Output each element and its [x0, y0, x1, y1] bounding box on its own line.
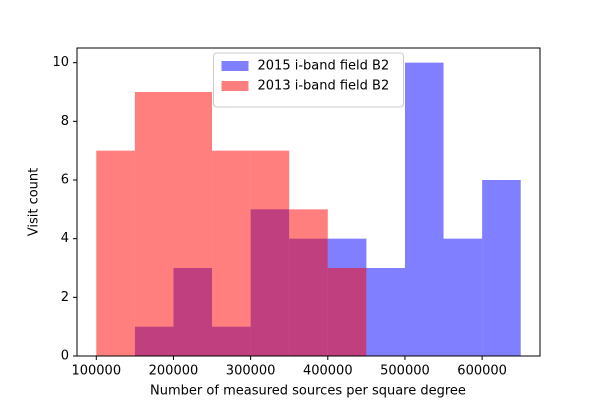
bar	[404, 62, 444, 357]
bar	[96, 150, 135, 356]
y-tick-label: 4	[61, 231, 69, 246]
bar	[482, 180, 521, 356]
bar	[250, 150, 290, 356]
bar	[366, 268, 405, 356]
bar	[289, 209, 328, 356]
x-tick-label: 600000	[457, 364, 507, 379]
bar	[173, 92, 213, 356]
y-tick-label: 6	[61, 173, 69, 188]
bar	[212, 150, 251, 356]
plot-frame	[76, 47, 541, 357]
bar	[327, 268, 367, 356]
legend-label: 2015 i-band field B2	[258, 59, 390, 74]
bar	[134, 92, 174, 356]
x-tick-label: 400000	[303, 364, 353, 379]
x-axis-label: Number of measured sources per square de…	[150, 384, 466, 399]
y-axis-label: Visit count	[27, 168, 42, 237]
y-tick-label: 0	[61, 349, 69, 364]
legend-swatch	[221, 61, 249, 71]
y-tick-label: 2	[61, 290, 69, 305]
legend-swatch	[221, 81, 249, 91]
x-tick-label: 200000	[149, 364, 199, 379]
x-tick-label: 500000	[380, 364, 430, 379]
bar	[443, 238, 483, 356]
legend-box	[213, 52, 404, 108]
legend-label: 2013 i-band field B2	[258, 79, 390, 94]
x-tick-label: 100000	[71, 364, 121, 379]
y-tick-label: 10	[52, 55, 69, 70]
x-tick-label: 300000	[226, 364, 276, 379]
y-tick-label: 8	[61, 114, 69, 129]
